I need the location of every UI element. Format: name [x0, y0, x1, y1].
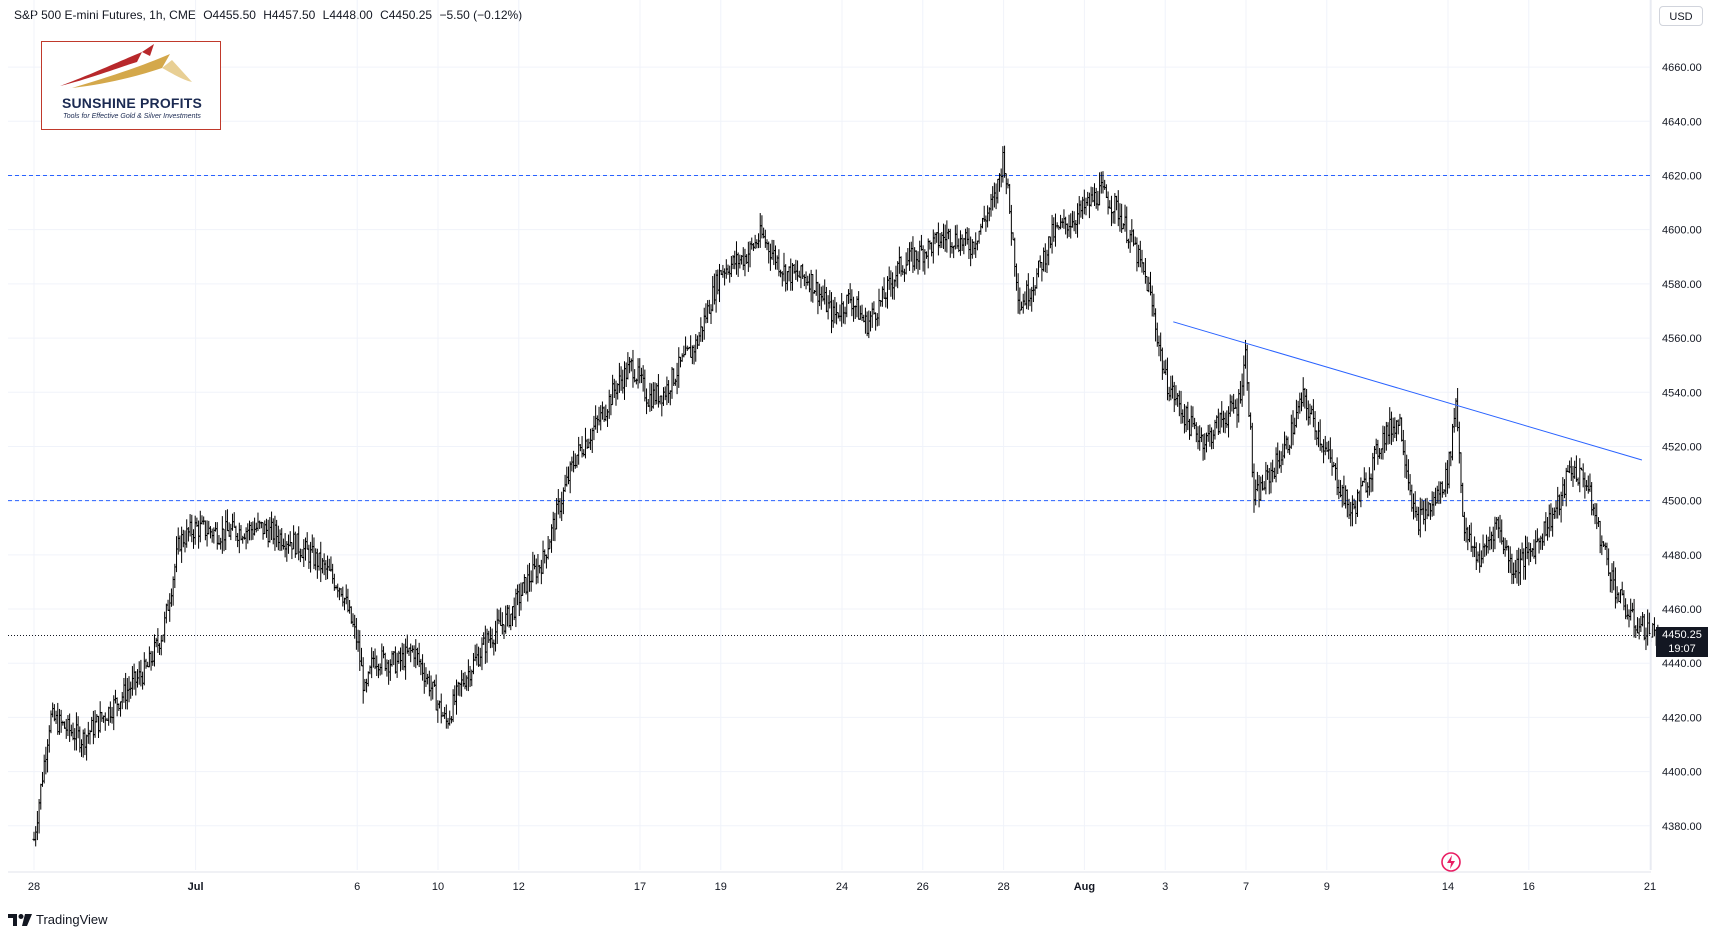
y-tick-label: 4420.00 [1662, 712, 1702, 724]
low-value: L4448.00 [322, 8, 373, 22]
x-tick-label: 24 [836, 881, 848, 893]
x-tick-label: 26 [917, 881, 929, 893]
brand-label: TradingView [36, 912, 108, 927]
y-tick-label: 4660.00 [1662, 62, 1702, 74]
x-tick-label: 19 [715, 881, 727, 893]
last-price-tag: 4450.25 19:07 [1656, 627, 1708, 658]
y-tick-label: 4520.00 [1662, 441, 1702, 453]
last-price-value: 4450.25 [1662, 629, 1702, 642]
x-tick-label: 7 [1243, 881, 1249, 893]
descending-trendline [1173, 321, 1643, 461]
horizontal-levels [8, 174, 1650, 502]
y-tick-label: 4440.00 [1662, 658, 1702, 670]
tradingview-brand[interactable]: TradingView [8, 912, 108, 928]
x-axis[interactable]: 28Jul610121719242628Aug37914162123 [28, 881, 1716, 893]
replay-lightning-icon[interactable] [1440, 851, 1462, 873]
logo-tagline: Tools for Effective Gold & Silver Invest… [63, 113, 201, 120]
x-tick-label: Aug [1074, 881, 1095, 893]
x-tick-label: 12 [513, 881, 525, 893]
y-tick-label: 4640.00 [1662, 116, 1702, 128]
symbol-title[interactable]: S&P 500 E-mini Futures, 1h, CME [14, 8, 196, 22]
close-value: C4450.25 [380, 8, 433, 22]
x-tick-label: 3 [1162, 881, 1168, 893]
x-tick-label: 16 [1523, 881, 1535, 893]
x-tick-label: 6 [354, 881, 360, 893]
y-tick-label: 4480.00 [1662, 550, 1702, 562]
y-tick-label: 4400.00 [1662, 767, 1702, 779]
high-value: H4457.50 [263, 8, 316, 22]
y-tick-label: 4500.00 [1662, 496, 1702, 508]
currency-button[interactable]: USD [1659, 6, 1703, 26]
logo-swoosh-icon [60, 44, 192, 88]
candles [32, 145, 1660, 847]
symbol-header: S&P 500 E-mini Futures, 1h, CME O4455.50… [14, 6, 526, 24]
x-tick-label: 10 [432, 881, 444, 893]
y-tick-label: 4600.00 [1662, 225, 1702, 237]
x-tick-label: 28 [28, 881, 40, 893]
x-tick-label: 14 [1442, 881, 1454, 893]
y-tick-label: 4620.00 [1662, 170, 1702, 182]
y-tick-label: 4540.00 [1662, 387, 1702, 399]
y-tick-label: 4580.00 [1662, 279, 1702, 291]
y-axis[interactable]: 4660.00 4640.00 4620.00 4600.00 4580.00 4560.… [1662, 62, 1702, 833]
open-value: O4455.50 [203, 8, 256, 22]
x-tick-label: 17 [634, 881, 646, 893]
trendline-layer [1173, 321, 1643, 461]
y-tick-label: 4460.00 [1662, 604, 1702, 616]
change-value: −5.50 (−0.12%) [439, 8, 523, 22]
y-tick-label: 4560.00 [1662, 333, 1702, 345]
x-tick-label: 28 [997, 881, 1009, 893]
x-tick-label: 9 [1324, 881, 1330, 893]
sunshine-profits-logo: SUNSHINE PROFITS Tools for Effective Gol… [41, 41, 221, 130]
tradingview-logo-icon [8, 914, 32, 926]
y-tick-label: 4380.00 [1662, 821, 1702, 833]
x-tick-label: Jul [188, 881, 204, 893]
logo-title: SUNSHINE PROFITS [61, 95, 203, 111]
x-tick-label: 21 [1644, 881, 1656, 893]
bar-countdown: 19:07 [1668, 643, 1696, 656]
